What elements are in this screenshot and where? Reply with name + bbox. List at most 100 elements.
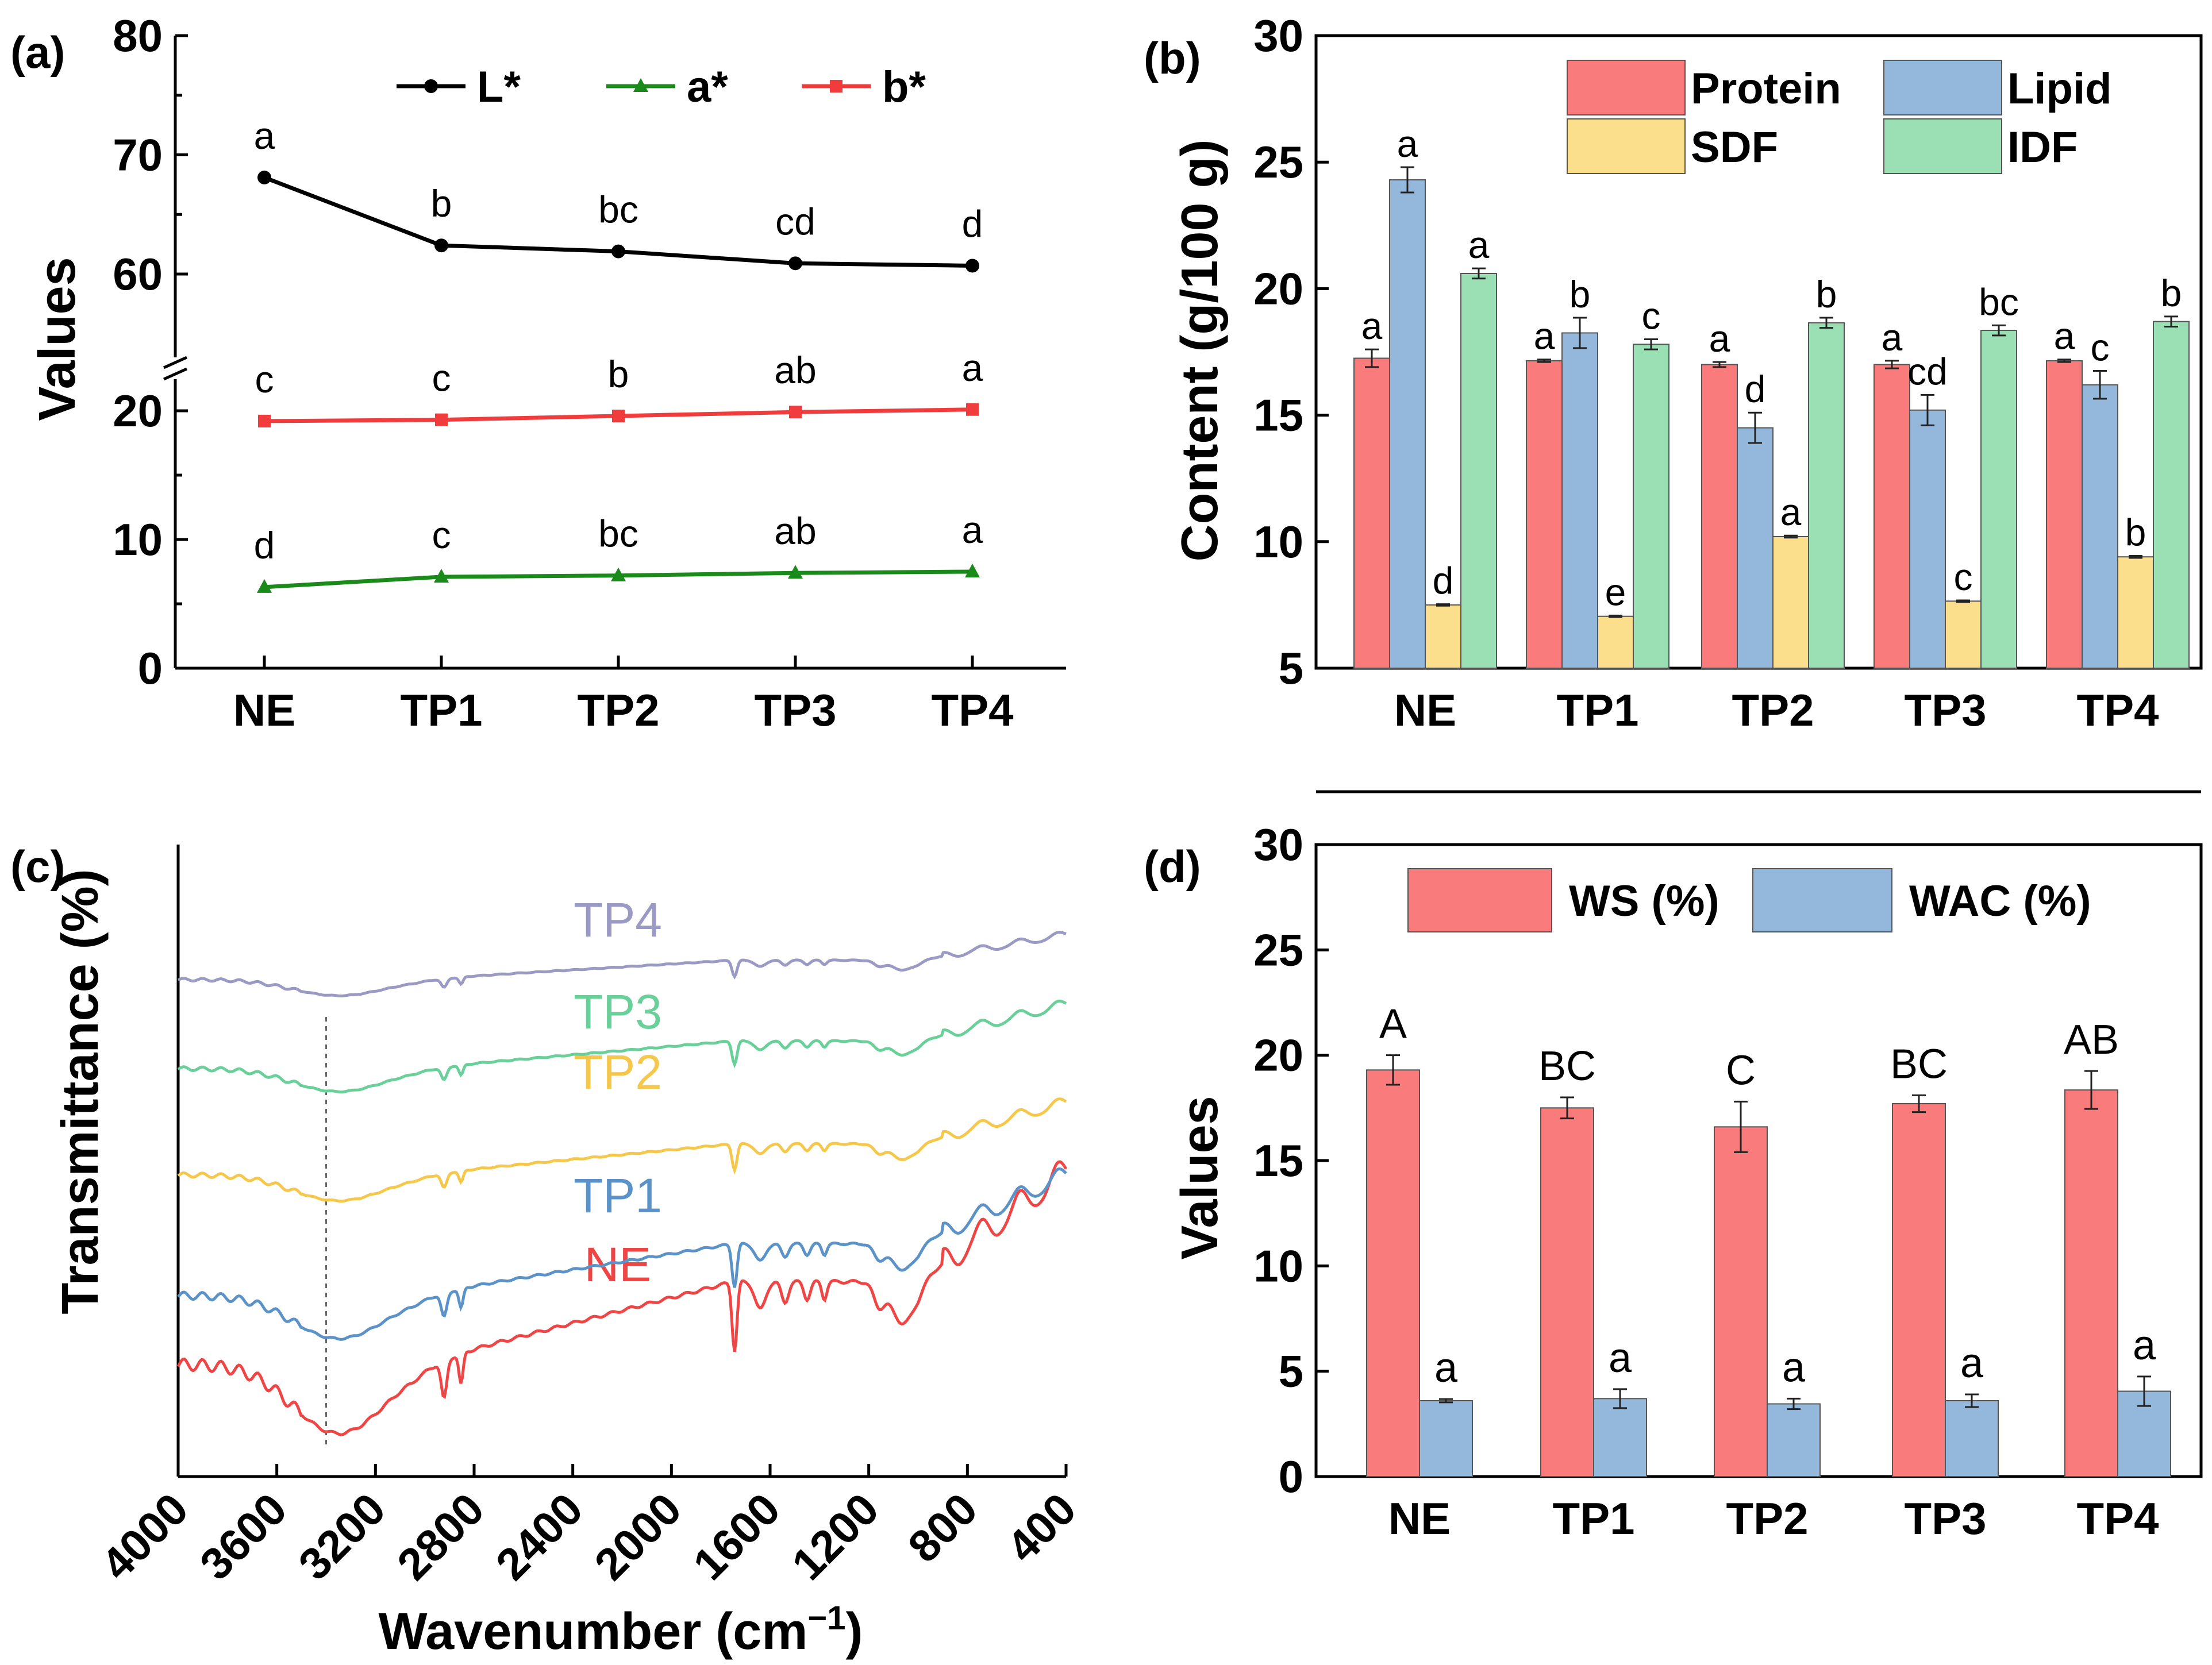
- panel-b-legend-swatch: [1883, 60, 2002, 115]
- panel-c-x-tick-label: 800: [898, 1483, 987, 1572]
- panel-b-x-tick-label: TP4: [2076, 685, 2159, 735]
- panel-b-y-tick-label: 5: [1279, 643, 1303, 693]
- panel-d-ylabel: Values: [1171, 1096, 1229, 1259]
- panel-a-significance-letter: bc: [598, 188, 638, 231]
- panel-b-bar: [1772, 535, 1809, 669]
- panel-a-x-tick-label: NE: [233, 685, 295, 735]
- panel-d-significance-letter: AB: [2064, 1017, 2119, 1063]
- panel-b-significance-letter: b: [2125, 511, 2146, 553]
- panel-d: 0 5 10 15 20 25 30 NE TP1 TP2 TP3 TP4 A BC C BC AB a a a a a W…: [1253, 819, 2203, 1544]
- panel-c-ylabel: Transmittance (%): [52, 869, 109, 1314]
- panel-a-legend-marker: [424, 79, 438, 93]
- panel-a-tag: (a): [10, 27, 65, 78]
- panel-a-legend-label: b*: [882, 63, 926, 111]
- panel-b-legend-label: SDF: [1691, 123, 1778, 172]
- panel-b-significance-letter: a: [1534, 315, 1555, 357]
- panel-c-tag: (c): [10, 841, 65, 892]
- panel-a-legend-label: L*: [477, 63, 521, 111]
- panel-b-x-tick-label: NE: [1394, 685, 1456, 735]
- panel-b-significance-letter: a: [2054, 315, 2075, 357]
- panel-c-x-tick-label: 3200: [288, 1483, 395, 1590]
- panel-d-bar: [1767, 1403, 1821, 1477]
- panel-b-significance-letter: a: [1361, 305, 1383, 347]
- panel-b-bar: [2117, 556, 2154, 669]
- panel-b-bar: [1425, 604, 1461, 669]
- panel-a-significance-letter: a: [962, 508, 983, 551]
- panel-b-bar: [2046, 360, 2083, 669]
- panel-a-data-point: [611, 244, 625, 259]
- panel-d-bar: [1714, 1126, 1768, 1478]
- panel-b-significance-letter: c: [2091, 326, 2110, 369]
- panel-b-bar: [2153, 321, 2190, 669]
- panel-c-spectrum-label: TP1: [574, 1169, 662, 1223]
- panel-c-x-tick-label: 3600: [190, 1483, 297, 1590]
- panel-c-spectrum-label: TP3: [574, 985, 662, 1039]
- panel-c-x-tick-label: 2800: [387, 1483, 494, 1590]
- panel-b-bar: [1737, 427, 1774, 669]
- panel-a-data-point: [258, 414, 271, 427]
- panel-a-data-point: [788, 565, 803, 579]
- panel-a-y-tick-label: 20: [113, 386, 163, 436]
- panel-d-y-tick-label: 20: [1253, 1030, 1303, 1081]
- panel-c-spectrum: [177, 999, 1067, 1094]
- panel-a-y-tick-label: 80: [113, 10, 163, 61]
- panel-a-significance-letter: c: [432, 514, 451, 556]
- panel-a-data-point: [434, 238, 448, 253]
- panel-d-bar: [1892, 1103, 1946, 1477]
- panel-b-x-tick-label: TP1: [1556, 685, 1638, 735]
- panel-d-significance-letter: a: [2133, 1323, 2156, 1369]
- panel-a-y-tick-label: 60: [113, 249, 163, 299]
- panel-b-bar: [1597, 615, 1634, 669]
- panel-b-bar: [2082, 384, 2118, 669]
- panel-a-significance-letter: cd: [775, 200, 815, 242]
- panel-d-significance-letter: a: [1609, 1335, 1632, 1381]
- panel-a-y-tick-label: 70: [113, 130, 163, 180]
- panel-d-significance-letter: BC: [1538, 1043, 1596, 1089]
- panel-b-significance-letter: bc: [1979, 280, 2019, 323]
- panel-c-xlabel-close: ): [846, 1603, 863, 1660]
- panel-b-bar: [1389, 179, 1426, 669]
- panel-b-legend-swatch: [1567, 118, 1686, 174]
- panel-b-legend-label: IDF: [2007, 123, 2078, 172]
- panel-d-x-tick-label: TP1: [1552, 1493, 1634, 1544]
- panel-b-y-tick-label: 25: [1253, 137, 1303, 187]
- panel-d-legend-swatch: [1407, 868, 1552, 932]
- panel-a-data-point: [965, 259, 979, 273]
- panel-a-data-point: [788, 256, 802, 271]
- panel-b-bar: [1980, 330, 2017, 669]
- panel-a-significance-letter: c: [255, 358, 274, 400]
- panel-a-y-tick-label: 0: [138, 643, 163, 693]
- panel-b-legend-swatch: [1883, 118, 2002, 174]
- panel-d-significance-letter: a: [1960, 1340, 1984, 1386]
- panel-a-significance-letter: d: [254, 524, 275, 566]
- panel-d-tag: (d): [1144, 841, 1201, 892]
- panel-d-bar: [1540, 1107, 1594, 1478]
- panel-d-y-tick-label: 15: [1253, 1135, 1303, 1186]
- panel-b-bar: [1874, 364, 1910, 669]
- panel-d-y-tick-label: 0: [1279, 1451, 1303, 1502]
- panel-b-y-tick-label: 10: [1253, 517, 1303, 567]
- panel-a-data-point: [257, 579, 272, 593]
- panel-a-significance-letter: b: [608, 353, 629, 395]
- panel-c-spectrum: [178, 931, 1067, 997]
- panel-b-significance-letter: b: [2161, 272, 2182, 314]
- panel-c-xlabel-sup: −1: [807, 1600, 845, 1637]
- panel-c-x-tick-label: 1600: [683, 1483, 790, 1590]
- panel-a-data-point: [789, 406, 802, 419]
- panel-b-y-tick-label: 20: [1253, 263, 1303, 314]
- panel-a-x-tick-label: TP4: [931, 685, 1013, 735]
- panel-b-bar: [1701, 364, 1738, 669]
- panel-c-x-tick-label: 2400: [486, 1483, 593, 1590]
- panel-b-significance-letter: a: [1709, 317, 1730, 360]
- panel-b-bar: [1526, 360, 1563, 669]
- panel-d-bar: [2064, 1089, 2118, 1477]
- panel-a-significance-letter: bc: [598, 512, 638, 555]
- panel-a-significance-letter: b: [431, 182, 452, 225]
- panel-b-significance-letter: a: [1397, 122, 1418, 165]
- panel-b-x-tick-label: TP2: [1732, 685, 1814, 735]
- panel-a-axis-break-mark: [163, 356, 188, 369]
- panel-b-bar: [1633, 344, 1669, 669]
- panel-d-x-tick-label: NE: [1388, 1493, 1451, 1544]
- panel-b-legend-swatch: [1567, 60, 1686, 115]
